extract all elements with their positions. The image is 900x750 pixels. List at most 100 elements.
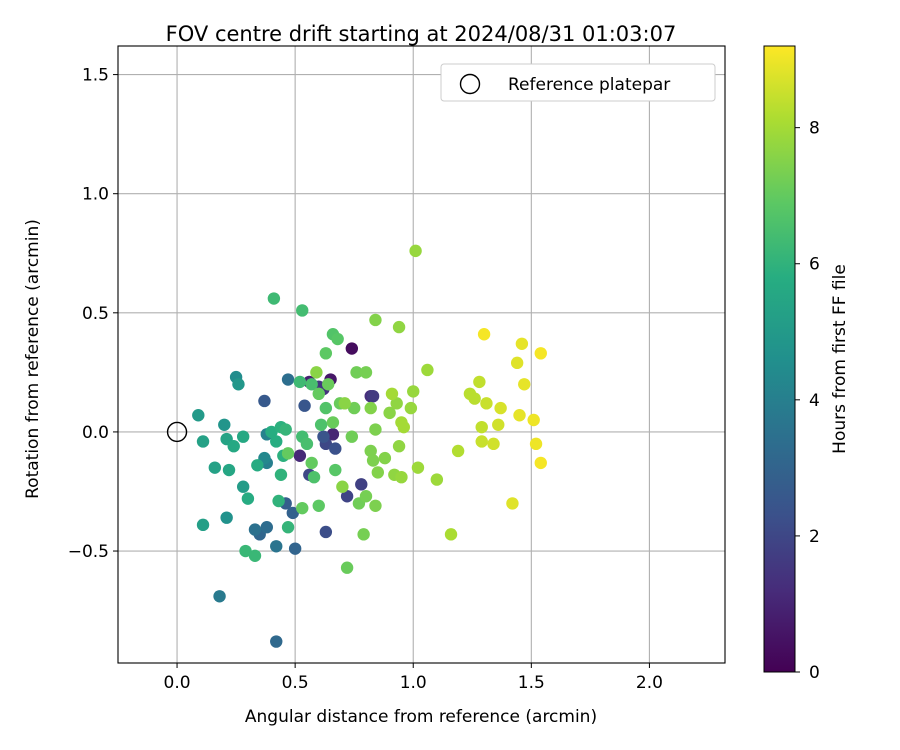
data-point [222,463,236,477]
data-point [281,447,295,460]
data-point [319,401,333,415]
data-point [331,332,344,346]
x-tick-label: 0.5 [282,673,309,693]
data-point [312,387,325,401]
data-point [227,440,240,453]
plot-area: 0.0 0.5 1.0 1.5 2.0 −0.5 0.0 0.5 1.0 1.5 [68,45,726,693]
data-point [310,366,323,379]
data-point [369,499,382,512]
data-point [305,378,318,391]
y-tick-label: 0.5 [82,304,109,324]
data-point [395,470,408,484]
data-point [392,440,406,453]
y-tick-label: 1.5 [82,66,109,86]
data-point [359,490,373,503]
data-point [286,506,299,520]
data-point [314,418,328,431]
y-tick-label: 0.0 [82,423,109,443]
data-point [322,378,335,391]
data-point [409,244,422,258]
data-point [515,337,529,350]
data-point [236,480,250,493]
data-point [345,342,359,355]
data-point [534,347,547,360]
data-point [529,437,543,451]
data-point [527,413,540,427]
y-axis-label: Rotation from reference (arcmin) [23,219,43,499]
colorbar-label: Hours from first FF file [830,264,850,454]
data-point [248,549,262,562]
x-tick-label: 1.5 [518,673,545,693]
data-point [288,542,302,555]
plot-background [118,46,725,663]
data-point [326,416,340,429]
data-point [307,470,321,484]
data-point [241,492,255,505]
data-point [298,399,311,412]
data-point [444,528,458,541]
data-point [258,394,271,408]
data-point [248,523,262,536]
x-axis-ticks: 0.0 0.5 1.0 1.5 2.0 [164,663,663,693]
data-point [196,518,210,532]
data-point [480,397,493,410]
data-point [220,511,233,524]
data-point [340,561,354,574]
data-point [213,590,226,603]
x-axis-label: Angular distance from reference (arcmin) [245,707,597,727]
data-point [196,435,210,448]
legend-open-circle-icon [459,73,481,95]
data-point [274,468,288,482]
data-point [487,437,500,451]
data-point [513,409,526,422]
data-point [239,544,252,558]
data-point [293,375,307,389]
data-point [345,430,359,443]
colorbar-tick-label: 2 [809,527,820,547]
data-point [366,389,380,403]
data-point [355,478,368,491]
data-point [281,521,295,534]
data-point [319,525,333,539]
data-point [272,494,285,508]
data-points [192,244,547,648]
data-point [350,366,363,379]
data-point [340,490,354,503]
data-point [506,497,519,510]
data-point [366,454,380,467]
data-point [300,437,314,451]
y-tick-label: −0.5 [68,542,109,562]
data-point [296,501,309,515]
data-point [430,473,444,486]
data-point [326,428,340,441]
data-point [281,373,295,386]
legend: Reference platepar [440,63,716,102]
data-point [312,499,325,512]
data-point [468,392,481,405]
reference-platepar-marker [166,421,188,443]
data-point [383,406,396,420]
data-point [357,528,370,541]
data-point [338,397,351,410]
data-point [492,418,505,431]
colorbar-tick-label: 4 [809,391,820,411]
data-point [251,459,264,472]
colorbar-gradient [763,45,796,673]
data-point [336,480,349,493]
x-tick-label: 0.0 [164,673,191,693]
data-point [270,435,283,448]
data-point [317,430,330,443]
data-point [404,401,418,415]
data-point [378,451,392,465]
colorbar-ticks: 0 2 4 6 8 [795,119,820,683]
data-point [475,420,488,434]
data-point [270,635,283,648]
data-point [421,363,434,377]
data-point [364,401,377,415]
data-point [475,435,488,448]
data-point [534,456,547,470]
data-point [390,397,403,410]
data-point [293,449,307,462]
colorbar-tick-label: 8 [809,119,820,139]
